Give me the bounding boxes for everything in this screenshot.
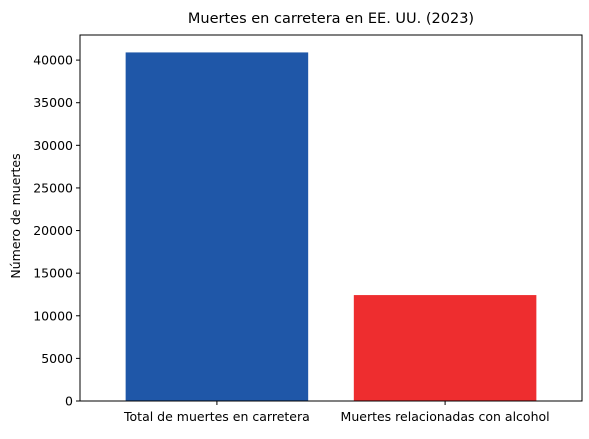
y-tick-label: 30000 [33,138,73,153]
y-tick-label: 0 [65,394,73,409]
x-tick-label: Muertes relacionadas con alcohol [341,409,550,424]
y-tick-label: 25000 [33,180,73,195]
y-axis: 0 5000 10000 15000 20000 25000 30000 35000 40000 [33,53,80,409]
y-tick-label: 40000 [33,53,73,68]
x-axis: Total de muertes en carretera Muertes rel… [123,401,550,424]
bar-0 [125,52,309,402]
y-tick-label: 15000 [33,266,73,281]
bar-1 [353,295,537,401]
y-tick-label: 20000 [33,223,73,238]
chart-title: Muertes en carretera en EE. UU. (2023) [188,11,474,27]
bars-layer [125,52,537,402]
y-tick-label: 10000 [33,308,73,323]
y-tick-label: 35000 [33,95,73,110]
y-axis-label: Número de muertes [8,153,23,278]
plot-frame [79,34,583,402]
x-tick-label: Total de muertes en carretera [123,409,310,424]
y-tick-label: 5000 [41,351,73,366]
